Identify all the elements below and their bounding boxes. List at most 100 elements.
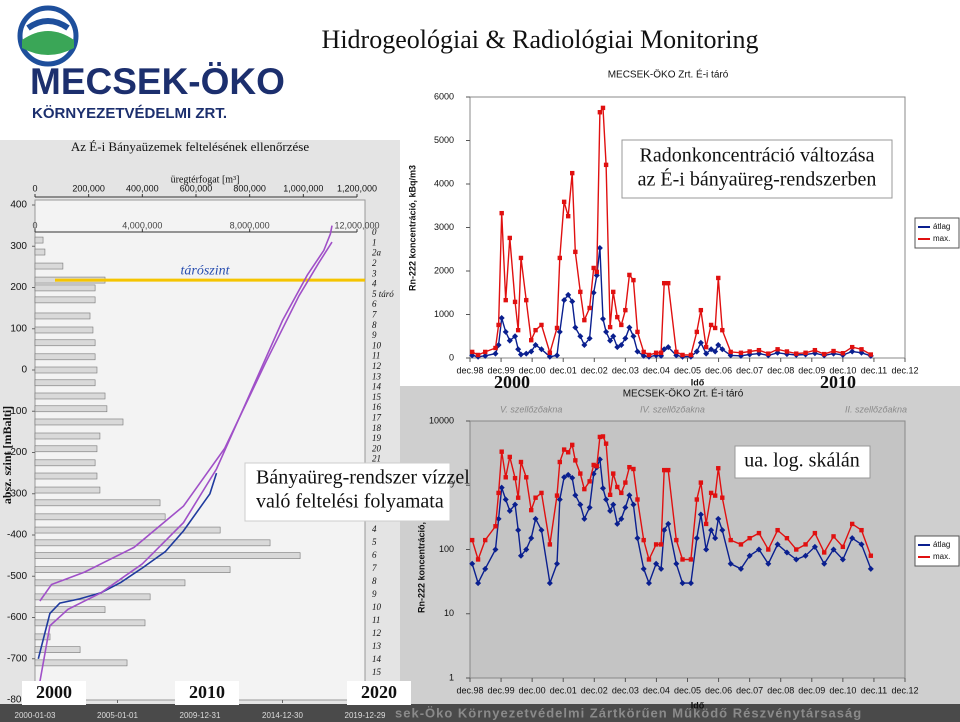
point [603, 441, 609, 446]
point [573, 458, 578, 463]
volume-bar [34, 472, 98, 480]
point [661, 280, 667, 286]
volume-bar [34, 405, 108, 413]
logo: MECSEK-ÖKO KÖRNYEZETVÉDELMI ZRT. [17, 5, 285, 122]
volume-tick-label: 400,000 [126, 183, 159, 193]
point [679, 580, 686, 587]
x-axis-title: Idő [691, 700, 705, 710]
cumulative-tick-label: 4,000,000 [122, 220, 162, 230]
volume-bar [34, 606, 106, 613]
point [765, 560, 772, 567]
point [687, 580, 694, 587]
point [666, 280, 671, 286]
level-label: 12 [372, 361, 382, 371]
point [727, 560, 734, 567]
level-label: 1 [372, 237, 377, 247]
logo-name: MECSEK-ÖKO [30, 61, 285, 102]
point [503, 475, 508, 480]
y-tick-label: -100 [7, 406, 27, 417]
volume-bar [34, 513, 166, 521]
point [641, 349, 646, 355]
point [556, 496, 563, 503]
point [698, 480, 704, 485]
point [803, 542, 808, 547]
chart-title: MECSEK-ÖKO Zrt. É-i táró [608, 68, 729, 81]
point [615, 314, 620, 320]
series-line [471, 105, 872, 356]
point [658, 542, 664, 547]
point [483, 349, 488, 355]
x-tick-label: dec.08 [767, 365, 794, 375]
level-label: 13 [372, 641, 382, 651]
point [840, 544, 846, 550]
volume-bar [34, 262, 64, 270]
point [561, 447, 567, 452]
series-line [471, 435, 872, 562]
point [524, 475, 529, 480]
point [482, 352, 489, 359]
point [728, 349, 733, 355]
point [703, 546, 710, 553]
caption: Radonkoncentráció változása [640, 145, 875, 167]
point [515, 327, 521, 333]
x-tick-label: dec.07 [736, 365, 763, 375]
volume-bar [34, 366, 98, 374]
y-tick-label: 400 [10, 200, 27, 211]
volume-bar [34, 432, 101, 440]
x-tick-label: dec.09 [798, 365, 825, 375]
point [603, 496, 610, 503]
point [523, 350, 530, 357]
point [532, 341, 539, 348]
level-line [35, 225, 333, 701]
point [498, 314, 505, 321]
volume-bar [34, 353, 96, 361]
point [512, 333, 519, 340]
point [597, 110, 603, 115]
level-label: 19 [372, 433, 382, 443]
point [784, 349, 790, 354]
point [600, 434, 606, 439]
year-label: 2000 [494, 372, 530, 392]
volume-bar [34, 486, 101, 494]
point [518, 459, 524, 465]
point [716, 275, 721, 281]
x-tick-label: dec.10 [829, 365, 856, 375]
point [587, 479, 592, 484]
volume-bar [34, 566, 231, 573]
point [646, 352, 652, 358]
point [475, 557, 481, 562]
point [554, 493, 560, 498]
level-line [37, 472, 218, 659]
point [641, 537, 646, 543]
level-label: 8 [372, 576, 377, 586]
year-box [175, 681, 239, 705]
point [498, 484, 505, 491]
x-tick-label: dec.05 [674, 365, 701, 375]
volume-bar [34, 619, 146, 627]
point [546, 353, 553, 360]
point [565, 291, 572, 298]
x-tick-label: dec.10 [829, 685, 856, 695]
point [868, 352, 874, 357]
point [599, 485, 606, 492]
point [635, 329, 640, 335]
point [755, 546, 762, 553]
point [849, 535, 856, 542]
point [517, 351, 524, 358]
point [469, 537, 475, 543]
point [661, 467, 667, 473]
point [738, 542, 744, 547]
y-tick-label: -300 [7, 488, 27, 499]
point [515, 527, 522, 534]
point [561, 474, 568, 481]
point [694, 329, 700, 335]
point [607, 507, 614, 514]
point [539, 322, 544, 328]
point [603, 328, 610, 335]
point [603, 162, 609, 168]
point [698, 307, 704, 313]
point [631, 277, 636, 283]
volume-tick-label: 1,200,000 [337, 183, 377, 193]
x-tick-label: 2019-12-29 [345, 711, 386, 720]
point [859, 527, 864, 533]
